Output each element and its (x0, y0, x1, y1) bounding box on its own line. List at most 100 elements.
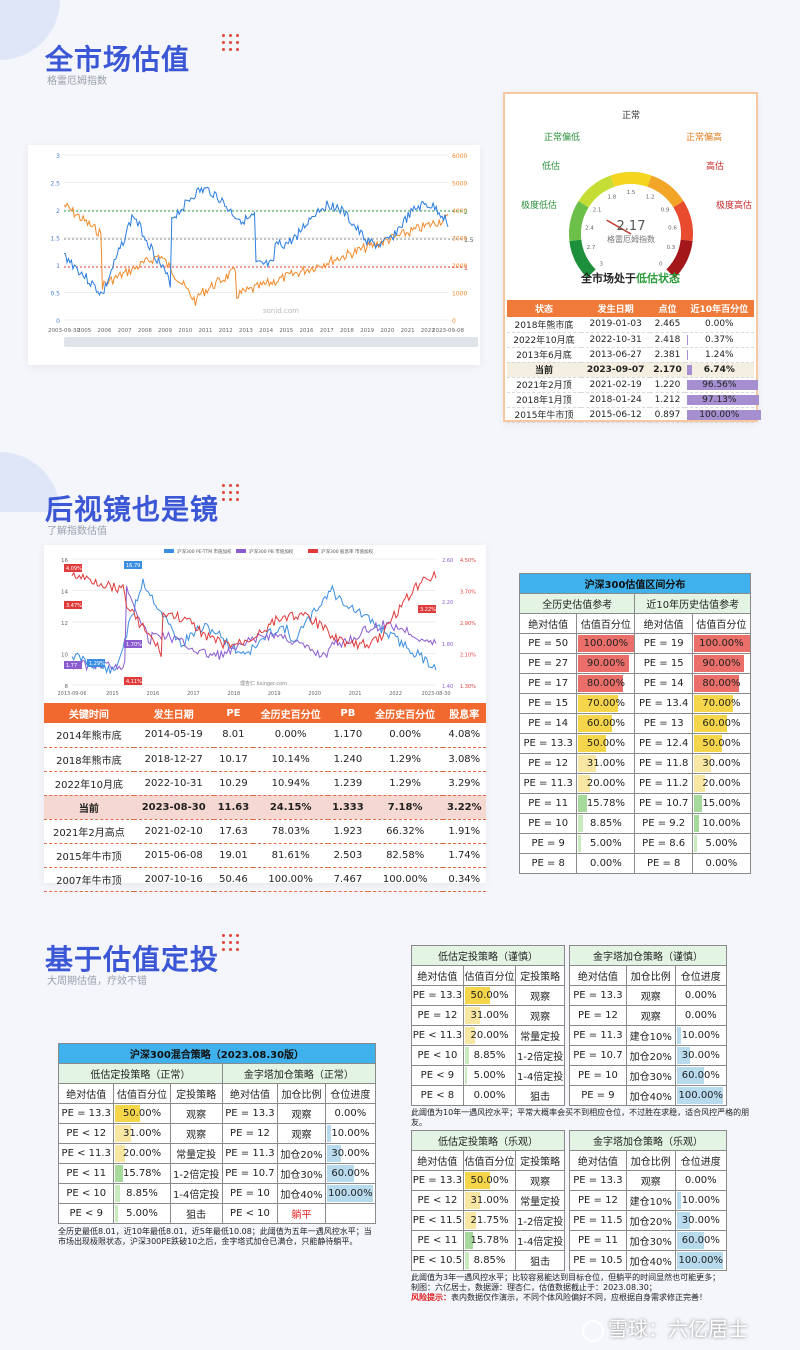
strategy-cell: PE = 13.3 (411, 1170, 464, 1191)
x-tick: 2014 (259, 328, 273, 334)
y-tick-left: 2.5 (50, 181, 60, 188)
pe-cell: 10.17 (213, 747, 254, 772)
y-tick-pb: 1.80 (442, 642, 453, 648)
section3-title: 基于估值定投 (45, 943, 220, 976)
gauge-tick: 0.6 (668, 225, 677, 231)
strategy-cell-text: 30.00% (681, 1215, 720, 1226)
strategy-cell: 常量定投 (515, 1190, 565, 1211)
strategy-cell-text: PE = 13.3 (573, 990, 623, 1001)
pe-col-header: 股息率 (442, 703, 486, 723)
cell-date: 2023-09-07 (580, 362, 651, 378)
strategy-cell-text: 加仓20% (629, 1052, 672, 1063)
pct-bar (578, 635, 635, 652)
dist-cell-text: 30.00% (702, 758, 741, 769)
cell-value: 2.465 (650, 317, 685, 333)
pct-bar (676, 1252, 723, 1269)
strategy-cell-text: 0.00% (684, 1010, 717, 1021)
pct-text: 0.00% (705, 319, 734, 330)
pct-bar (464, 1007, 481, 1024)
strategy-cell: PE = 10.7 (221, 1163, 279, 1184)
dist-cell: 5.00% (691, 833, 752, 854)
header-row: 绝对估值 估值百分位 定投策略 绝对估值 加仓比例 仓位进度 (57, 1083, 377, 1104)
strategy-cell-text: 加仓30% (280, 1170, 323, 1181)
table-row: PE = 10.5 加仓40% 100.00% (569, 1250, 728, 1271)
table-row: PE = 11 加仓30% 60.00% (569, 1230, 728, 1251)
strategy-cell-text: 观察 (291, 1110, 312, 1121)
pb-series-line (71, 585, 437, 672)
pe-cell: 2022-10-31 (133, 771, 214, 796)
table-row: 2018年熊市底 2018-12-27 10.17 10.14% 1.240 1.29% 3… (44, 747, 486, 772)
strategy-cell-text: 加仓40% (280, 1190, 323, 1201)
strategy-col-header: 仓位进度 (674, 965, 728, 986)
x-tick: 2013-09-06 (57, 691, 86, 697)
graham-col-date: 发生日期 (580, 300, 651, 317)
table-row: 2007年牛市顶 2007-10-16 50.46 100.00% 7.467 100.0… (44, 867, 486, 892)
graham-index-chart: 3 2.5 2 1.5 1 0.5 0 6000 5000 4000 3000 2000 1000 0 20… (28, 145, 480, 365)
table-row: PE = 13.3 50.00% PE = 12.4 50.00% (518, 733, 752, 754)
x-tick: 2015 (279, 328, 293, 334)
mix-col-header: 定投策略 (169, 1083, 223, 1104)
dist-cell-text: PE = 15 (528, 698, 569, 709)
x-tick: 2017 (320, 328, 334, 334)
dist-cell: PE = 11.8 (634, 753, 693, 774)
cell-value: 1.220 (650, 377, 685, 393)
table-row: PE < 10 8.85% 1-4倍定投 PE = 10 加仓40% 100.00% (57, 1183, 377, 1204)
x-tick: 2019 (268, 691, 281, 697)
pct-bar (693, 835, 697, 852)
pe-cell: 81.61% (253, 843, 329, 868)
pe-cell: 100.00% (253, 867, 329, 892)
pe-cell: 1.170 (328, 723, 368, 748)
y-tick-right: 3000 (452, 236, 467, 243)
pct-bar (578, 695, 618, 712)
strategy-cell: PE = 10 (221, 1183, 279, 1204)
strategy-cell: PE = 11.5 (569, 1210, 627, 1231)
y-tick-left: 1.5 (50, 236, 60, 243)
pe-cell: 1.74% (442, 843, 486, 868)
strategy-cell-text: 加仓20% (280, 1150, 323, 1161)
strategy-cell: PE = 12 (411, 1005, 464, 1026)
strategy-cell-text: PE = 12 (417, 1010, 458, 1021)
strategy-cell-text: PE = 10.7 (225, 1168, 275, 1179)
pct-bar (464, 1252, 470, 1269)
legend-label: 沪深300 PE-TTM 市值加权 (177, 548, 232, 555)
dist-cell-text: PE = 11.8 (638, 758, 689, 769)
strategy-cell: PE < 11.3 (57, 1143, 115, 1164)
strategy-col-header: 估值百分位 (462, 1150, 517, 1171)
strategy-cell-text: 60.00% (681, 1070, 720, 1081)
pe-cell: 100.00% (367, 867, 443, 892)
mixed-strategy-panel: 沪深300混合策略（2023.08.30版） 低估定投策略（正常） 金字塔加仓策略… (57, 1043, 377, 1247)
table-row: 2021年2月顶 2021-02-19 1.220 96.56% (507, 377, 759, 393)
strategy-cell: 10.00% (324, 1123, 377, 1144)
optimistic-right-table: 金字塔加仓策略（乐观） 绝对估值 加仓比例 仓位进度 PE = 13.3 观察 0.00% P… (569, 1130, 728, 1271)
strategy-cell-text: 建仓10% (629, 1197, 672, 1208)
pe-cell: 10.94% (253, 771, 329, 796)
dist-cell-text: 90.00% (586, 658, 625, 669)
dist-cell-text: PE = 13.4 (638, 698, 689, 709)
pct-bar (578, 655, 629, 672)
pe-cell: 2022年10月底 (44, 771, 134, 796)
value-label: 16.79 (126, 563, 140, 569)
dist-col: 估值百分位 (691, 613, 752, 634)
dist-cell: 80.00% (576, 673, 636, 694)
strategy-cell-text: 21.75% (470, 1215, 509, 1226)
table-row: PE = 14 60.00% PE = 13 60.00% (518, 713, 752, 734)
dist-cell: 100.00% (691, 633, 752, 654)
table-row: PE = 12 31.00% PE = 11.8 30.00% (518, 753, 752, 774)
pe-cell: 2018-12-27 (133, 747, 214, 772)
strategy-cell-text: PE = 12 (578, 1010, 618, 1021)
pe-cell: 2014年熊市底 (44, 723, 134, 748)
strategy-cell-text: 1-4倍定投 (516, 1072, 564, 1083)
strategy-cell: 31.00% (462, 1005, 517, 1026)
table-row: PE = 13.3 50.00% 观察 (411, 985, 565, 1006)
strategy-cell: 50.00% (462, 1170, 517, 1191)
pe-cell: 7.467 (328, 867, 368, 892)
strategy-cell: 20.00% (462, 1025, 517, 1046)
strategy-cell: 加仓30% (277, 1163, 326, 1184)
chart-watermark: sonid.com (263, 307, 299, 315)
strategy-cell: PE < 12 (411, 1190, 464, 1211)
strategy-cell-text: 1-2倍定投 (516, 1217, 564, 1228)
strategy-cell-text: PE < 10.5 (412, 1255, 463, 1266)
dist-cell-text: PE = 12 (528, 758, 569, 769)
pct-bar (578, 675, 624, 692)
table-row: PE < 8 0.00% 狙击 (411, 1085, 565, 1106)
